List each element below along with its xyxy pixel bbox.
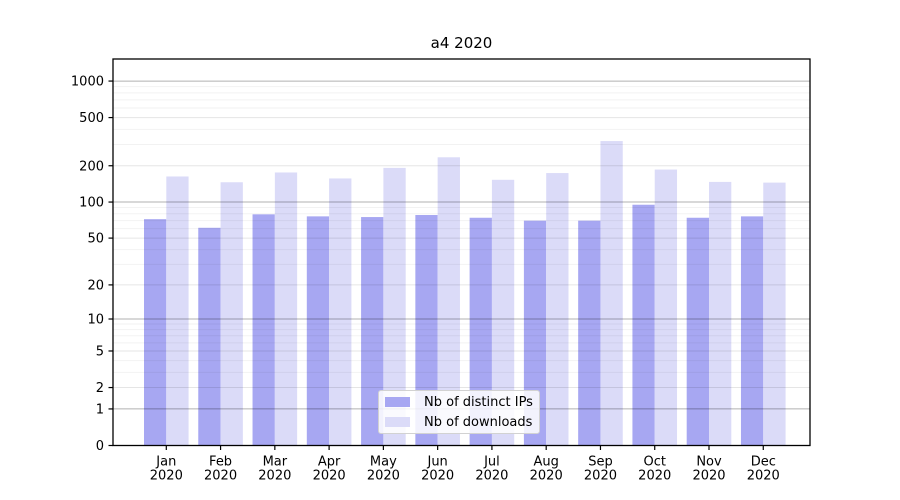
bar-downloads-aug bbox=[546, 173, 569, 446]
x-tick-label-month: Feb bbox=[209, 455, 232, 470]
legend: Nb of distinct IPs Nb of downloads bbox=[378, 390, 540, 434]
x-tick-label-year: 2020 bbox=[692, 469, 725, 484]
bar-downloads-sep bbox=[600, 141, 623, 446]
legend-swatch-downloads bbox=[385, 417, 410, 427]
y-tick-label: 50 bbox=[87, 232, 104, 247]
bar-downloads-mar bbox=[274, 172, 298, 446]
x-tick-label-month: Jul bbox=[483, 455, 500, 470]
x-tick-label-month: Sep bbox=[588, 455, 613, 470]
x-tick-label-year: 2020 bbox=[421, 469, 454, 484]
bar-distinct-ips-may bbox=[361, 217, 384, 446]
bar-downloads-jul bbox=[491, 179, 515, 446]
bar-downloads-nov bbox=[709, 181, 732, 446]
x-tick-label-year: 2020 bbox=[367, 469, 400, 484]
y-tick-label: 500 bbox=[79, 111, 104, 126]
y-tick-label: 200 bbox=[79, 159, 104, 174]
y-tick-label: 10 bbox=[87, 313, 104, 328]
x-tick-label-year: 2020 bbox=[747, 469, 780, 484]
bar-distinct-ips-jun bbox=[415, 215, 438, 446]
x-tick-label-month: Mar bbox=[263, 455, 288, 470]
y-tick-label: 100 bbox=[79, 196, 104, 211]
bar-downloads-apr bbox=[329, 178, 352, 446]
bar-downloads-dec bbox=[763, 182, 786, 446]
x-tick-label-year: 2020 bbox=[204, 469, 237, 484]
legend-item-distinct-ips: Nb of distinct IPs bbox=[385, 392, 539, 412]
bar-downloads-jan bbox=[166, 176, 189, 446]
x-tick-label-month: Oct bbox=[643, 455, 665, 470]
legend-label-distinct-ips: Nb of distinct IPs bbox=[424, 394, 533, 410]
bar-distinct-ips-sep bbox=[578, 220, 601, 446]
y-tick-label: 5 bbox=[96, 344, 104, 359]
x-tick-label-year: 2020 bbox=[584, 469, 617, 484]
bar-downloads-oct bbox=[654, 169, 678, 446]
x-tick-label-month: Dec bbox=[751, 455, 776, 470]
bar-distinct-ips-jul bbox=[469, 217, 492, 446]
bar-downloads-jun bbox=[437, 157, 460, 446]
x-tick-label-year: 2020 bbox=[150, 469, 183, 484]
bar-downloads-may bbox=[383, 167, 406, 446]
bar-distinct-ips-feb bbox=[198, 227, 221, 446]
bar-distinct-ips-jan bbox=[144, 219, 167, 446]
x-tick-label-year: 2020 bbox=[313, 469, 346, 484]
bar-downloads-feb bbox=[220, 182, 243, 446]
x-tick-label-month: Nov bbox=[696, 455, 722, 470]
y-tick-label: 1000 bbox=[71, 75, 104, 90]
bar-distinct-ips-aug bbox=[523, 220, 547, 446]
x-tick-label-month: Jan bbox=[155, 455, 176, 470]
x-tick-label-year: 2020 bbox=[475, 469, 508, 484]
x-tick-label-year: 2020 bbox=[258, 469, 291, 484]
bar-distinct-ips-nov bbox=[686, 217, 709, 446]
bar-distinct-ips-apr bbox=[306, 216, 330, 446]
y-tick-label: 2 bbox=[96, 381, 104, 396]
x-tick-label-year: 2020 bbox=[638, 469, 671, 484]
x-tick-label-year: 2020 bbox=[530, 469, 563, 484]
x-tick-label-month: Apr bbox=[318, 455, 341, 470]
legend-swatch-distinct-ips bbox=[385, 397, 410, 407]
x-tick-label-month: Jun bbox=[426, 455, 447, 470]
plot-border bbox=[112, 58, 811, 447]
legend-label-downloads: Nb of downloads bbox=[424, 414, 533, 430]
y-tick-label: 20 bbox=[87, 278, 104, 293]
chart-title: a4 2020 bbox=[430, 34, 493, 52]
y-tick-label: 1 bbox=[96, 402, 104, 417]
bar-distinct-ips-oct bbox=[632, 204, 655, 446]
legend-item-downloads: Nb of downloads bbox=[385, 412, 539, 432]
x-tick-label-month: Aug bbox=[533, 455, 558, 470]
bar-distinct-ips-mar bbox=[252, 214, 275, 446]
bar-distinct-ips-dec bbox=[740, 216, 764, 446]
x-tick-label-month: May bbox=[370, 455, 397, 470]
y-tick-label: 0 bbox=[96, 439, 104, 454]
